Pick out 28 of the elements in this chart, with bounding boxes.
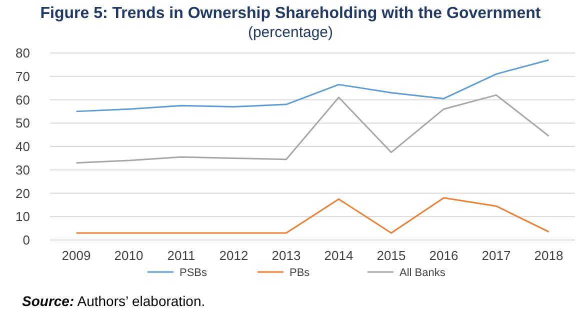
legend-label: PBs xyxy=(290,266,310,279)
x-tick-label: 2009 xyxy=(62,248,91,263)
legend-label: All Banks xyxy=(400,266,446,279)
line-series xyxy=(76,94,550,164)
y-tick-label: 20 xyxy=(16,186,30,201)
chart-title: Figure 5: Trends in Ownership Shareholding with the Government xyxy=(40,5,542,22)
x-tick-label: 2013 xyxy=(272,248,301,263)
x-tick-label: 2016 xyxy=(429,248,458,263)
legend-label: PSBs xyxy=(180,266,208,279)
y-tick-label: 0 xyxy=(22,232,30,248)
x-tick-label: 2015 xyxy=(376,248,406,263)
line-series xyxy=(76,197,550,234)
x-tick-label: 2011 xyxy=(167,248,196,263)
y-tick-label: 60 xyxy=(16,92,30,108)
x-tick-label: 2012 xyxy=(219,248,248,263)
line-series xyxy=(76,59,550,112)
y-tick-label: 80 xyxy=(16,46,30,61)
source-note: Source: Authors’ elaboration. xyxy=(22,293,206,309)
x-tick-label: 2014 xyxy=(324,248,354,263)
x-tick-label: 2018 xyxy=(534,248,564,263)
x-tick-label: 2017 xyxy=(482,248,511,263)
x-tick-label: 2010 xyxy=(114,248,144,263)
y-tick-label: 40 xyxy=(16,139,30,154)
y-tick-label: 50 xyxy=(16,116,30,131)
y-tick-label: 10 xyxy=(16,209,30,224)
y-tick-label: 70 xyxy=(16,68,30,84)
y-tick-label: 30 xyxy=(16,162,30,178)
chart-subtitle: (percentage) xyxy=(248,24,334,41)
